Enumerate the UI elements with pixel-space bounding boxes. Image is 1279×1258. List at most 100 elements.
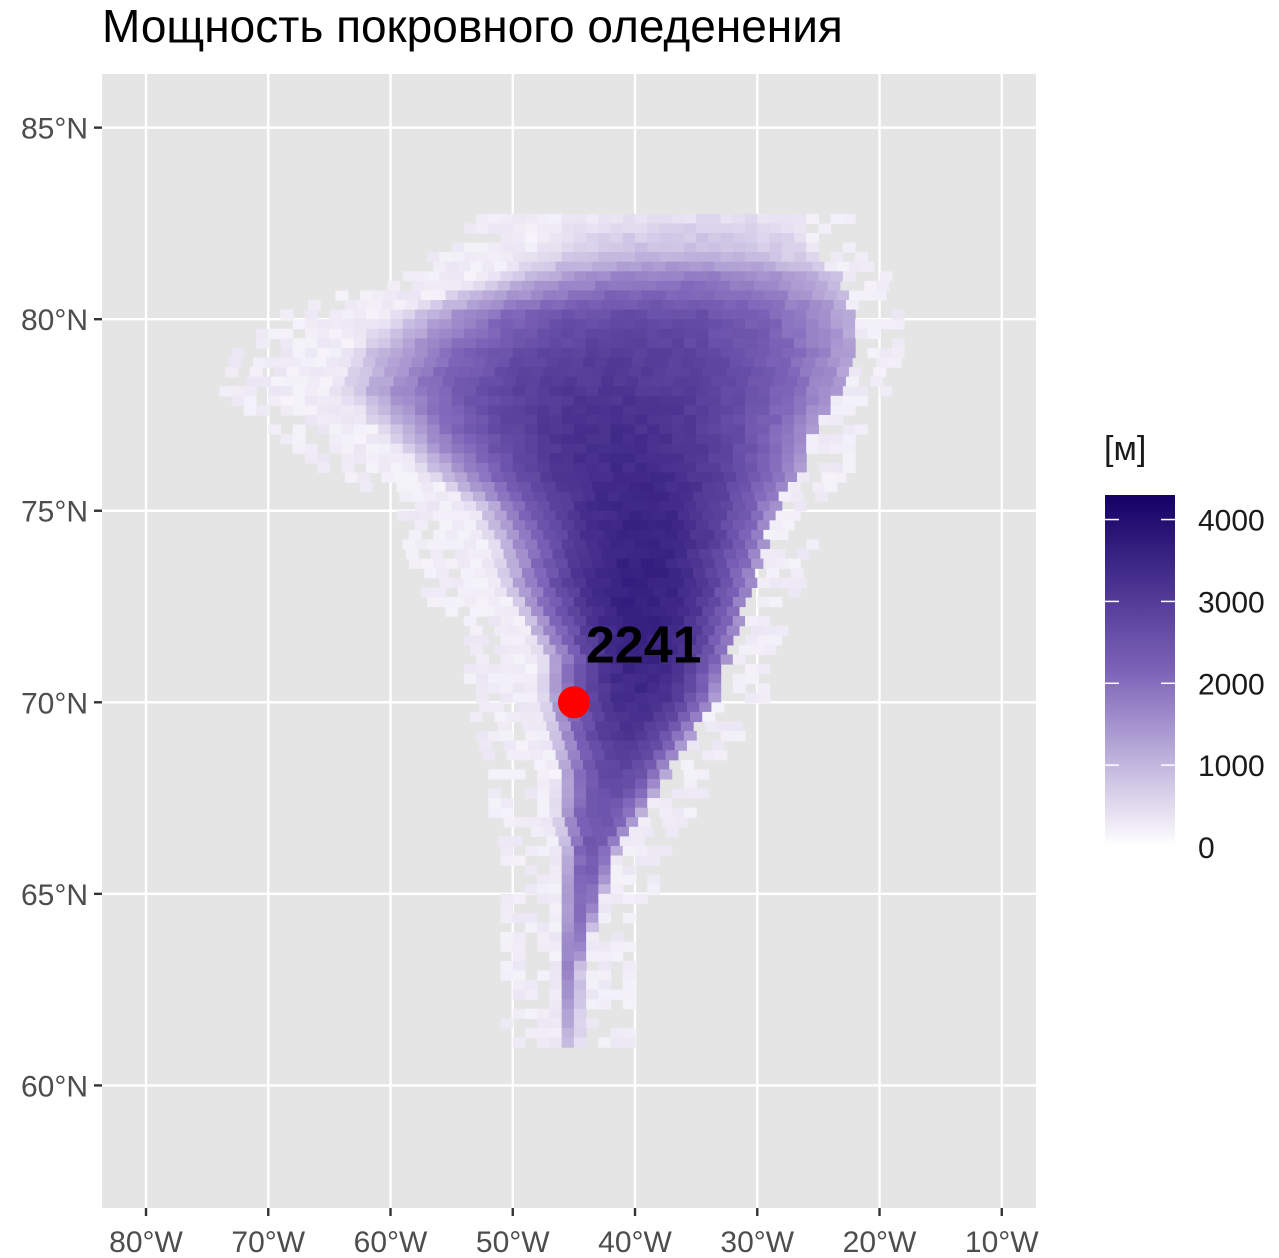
raster-cell	[543, 261, 557, 272]
raster-cell	[598, 980, 612, 991]
raster-cell	[356, 472, 370, 483]
raster-cell	[683, 520, 697, 531]
raster-cell	[861, 290, 875, 301]
raster-cell	[604, 290, 618, 301]
raster-cell	[427, 395, 441, 406]
raster-cell	[500, 970, 514, 981]
raster-cell	[647, 884, 661, 895]
raster-cell	[683, 462, 697, 474]
raster-cell	[793, 309, 807, 320]
raster-cell	[610, 414, 624, 426]
raster-cell	[500, 635, 514, 646]
raster-cell	[524, 242, 538, 253]
raster-cell	[659, 683, 673, 694]
raster-cell	[610, 577, 624, 588]
raster-cell	[659, 347, 673, 359]
longitude-axis: 80°W 70°W 60°W 50°W 40°W 30°W 20°W 10°W	[109, 1208, 1039, 1258]
raster-cell	[595, 357, 609, 368]
raster-cell	[414, 453, 428, 464]
raster-cell	[738, 510, 752, 521]
raster-cell	[436, 568, 450, 579]
raster-cell	[745, 414, 758, 426]
raster-cell	[717, 280, 731, 292]
raster-cell	[745, 386, 758, 397]
raster-cell	[573, 539, 587, 550]
raster-cell	[677, 510, 691, 521]
raster-cell	[708, 319, 722, 330]
raster-cell	[414, 434, 428, 445]
raster-cell	[592, 558, 606, 569]
raster-cell	[769, 443, 783, 454]
raster-cell	[745, 395, 758, 406]
raster-cell	[769, 424, 783, 435]
raster-cell	[500, 462, 514, 474]
raster-cell	[549, 395, 563, 406]
raster-cell	[427, 462, 441, 474]
raster-cell	[708, 386, 722, 397]
raster-cell	[427, 414, 441, 426]
raster-cell	[696, 319, 709, 330]
lon-tick-label: 70°W	[231, 1226, 305, 1258]
raster-cell	[366, 395, 379, 406]
raster-cell	[390, 309, 404, 320]
raster-cell	[635, 893, 648, 905]
raster-cell	[469, 261, 483, 272]
raster-cell	[512, 405, 526, 416]
raster-cell	[491, 472, 505, 483]
raster-cell	[757, 252, 771, 263]
raster-cell	[518, 558, 532, 569]
raster-cell	[696, 683, 709, 694]
raster-cell	[699, 300, 713, 311]
raster-cell	[720, 635, 734, 646]
raster-cell	[421, 587, 434, 598]
raster-cell	[344, 472, 358, 483]
raster-cell	[665, 558, 679, 569]
raster-cell	[711, 300, 725, 311]
raster-cell	[586, 424, 599, 435]
raster-cell	[573, 635, 587, 646]
raster-cell	[659, 769, 673, 780]
raster-cell	[748, 472, 761, 483]
raster-cell	[781, 434, 795, 445]
raster-cell	[827, 280, 841, 292]
raster-cell	[778, 280, 792, 292]
raster-cell	[494, 644, 508, 656]
raster-cell	[628, 826, 642, 837]
raster-cell	[787, 558, 801, 569]
raster-cell	[830, 319, 844, 330]
raster-cell	[842, 347, 856, 359]
raster-cell	[378, 443, 392, 454]
raster-cell	[561, 922, 575, 933]
raster-cell	[622, 213, 636, 225]
raster-cell	[555, 750, 569, 761]
raster-cell	[717, 357, 731, 368]
sample-point-label: 2241	[586, 616, 702, 674]
raster-cell	[699, 549, 713, 560]
raster-cell	[766, 357, 780, 368]
raster-cell	[451, 386, 465, 397]
raster-cell	[586, 347, 599, 359]
raster-cell	[586, 903, 599, 914]
raster-cell	[573, 845, 587, 857]
raster-cell	[549, 913, 563, 924]
raster-cell	[842, 242, 856, 253]
raster-cell	[738, 482, 752, 493]
raster-cell	[445, 558, 459, 569]
raster-cell	[671, 807, 685, 818]
raster-cell	[540, 549, 554, 560]
raster-cell	[635, 692, 648, 703]
raster-cell	[683, 731, 697, 742]
raster-cell	[674, 740, 688, 751]
raster-cell	[476, 328, 489, 339]
raster-cell	[451, 424, 465, 435]
raster-cell	[732, 252, 746, 263]
raster-cell	[683, 386, 697, 397]
raster-cell	[708, 405, 722, 416]
raster-cell	[622, 692, 636, 703]
raster-cell	[842, 328, 856, 339]
raster-cell	[809, 300, 823, 311]
raster-cell	[686, 702, 700, 713]
ice-thickness-raster	[219, 213, 905, 1048]
raster-cell	[784, 472, 798, 483]
raster-cell	[659, 807, 673, 818]
